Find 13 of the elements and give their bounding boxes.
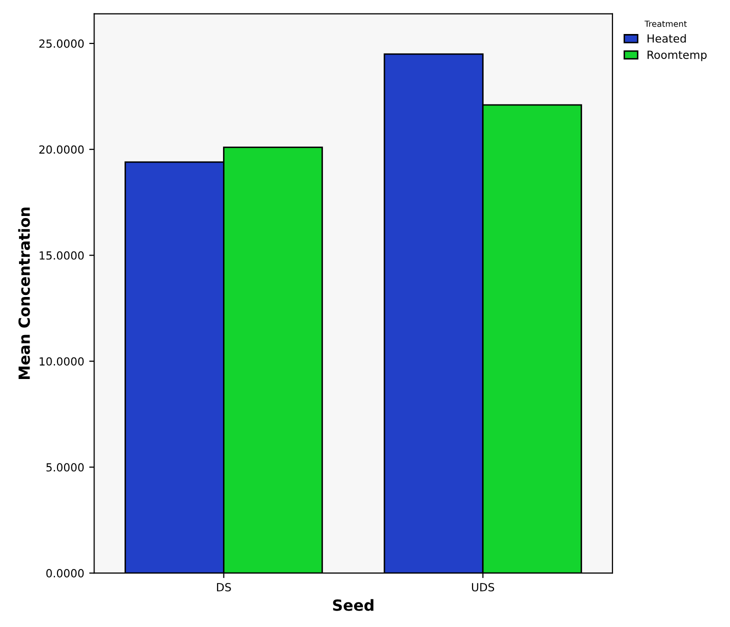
legend-title: Treatment [644,20,687,27]
y-axis-title: Mean Concentration [18,208,30,380]
y-tick-label: 25.0000 [39,39,84,48]
x-tick-label: DS [217,582,231,592]
y-tick-label: 0.0000 [46,569,84,578]
y-tick-label: 5.0000 [46,463,84,472]
legend-label: Roomtemp [648,50,707,62]
x-tick-label: UDS [472,582,494,592]
y-tick-label: 15.0000 [40,251,84,260]
y-tick-label: 10.0000 [40,357,84,366]
y-tick-label: 20.0000 [39,145,84,154]
legend-label: Heated [648,34,686,43]
x-axis-title: Seed [333,599,374,611]
